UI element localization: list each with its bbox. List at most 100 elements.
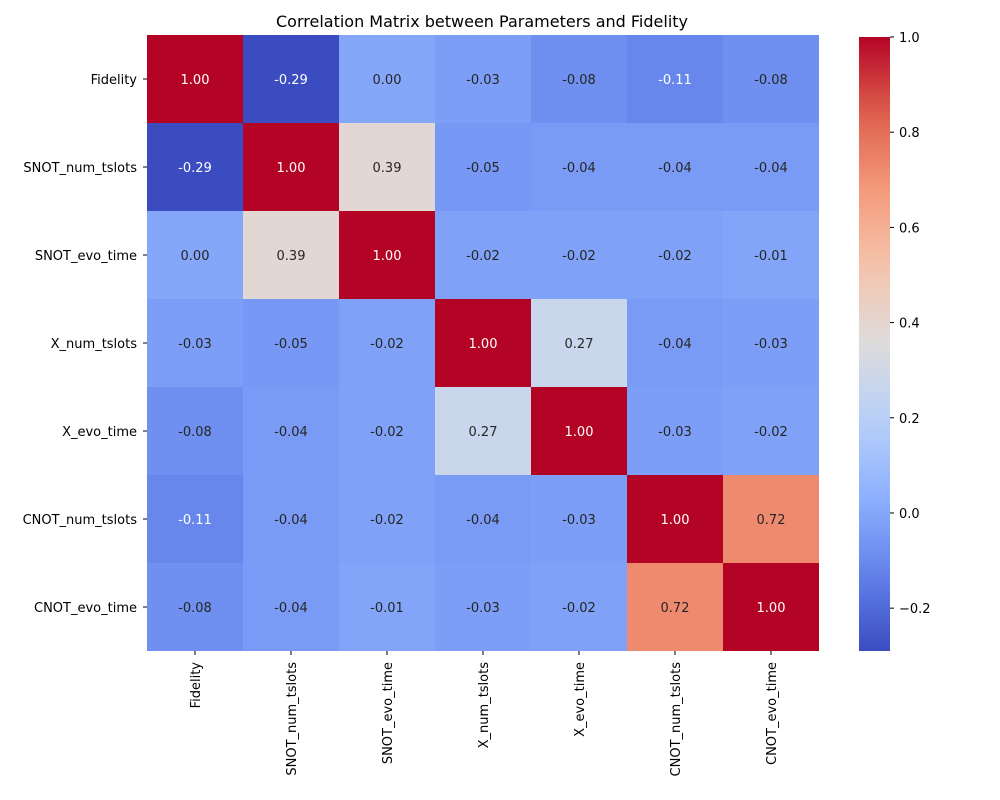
y-tick-label: CNOT_num_tslots (23, 513, 138, 528)
chart-title: Correlation Matrix between Parameters an… (276, 12, 688, 31)
cell-value-label: 1.00 (277, 161, 306, 176)
heatmap-cell (627, 299, 723, 387)
colorbar-tick-label: 0.8 (899, 126, 920, 141)
cell-value-label: -0.02 (754, 425, 788, 440)
heatmap-cell (147, 211, 243, 299)
colorbar: −0.2 0.0 0.2 0.4 0.6 0.8 1.0 (859, 31, 931, 651)
cell-value-label: 0.39 (277, 249, 306, 264)
heatmap-cell (243, 475, 339, 563)
heatmap-cell (339, 35, 435, 123)
cell-value-label: -0.03 (562, 513, 596, 528)
heatmap-cell (339, 387, 435, 475)
heatmap-cell (723, 299, 819, 387)
cell-value-label: -0.03 (466, 601, 500, 616)
cell-value-label: 0.00 (373, 73, 402, 88)
heatmap-cell (147, 35, 243, 123)
y-axis-tick-labels: Fidelity SNOT_num_tslots SNOT_evo_time X_nu… (23, 73, 147, 616)
heatmap-cell (435, 35, 531, 123)
heatmap-cell (147, 563, 243, 651)
x-tick-label: SNOT_num_tslots (285, 662, 300, 776)
heatmap-cell (435, 299, 531, 387)
heatmap-cell (627, 475, 723, 563)
cell-value-label: -0.02 (466, 249, 500, 264)
cell-value-label: 1.00 (565, 425, 594, 440)
cell-value-label: 0.72 (661, 601, 690, 616)
cell-value-label: -0.03 (178, 337, 212, 352)
cell-value-label: 1.00 (469, 337, 498, 352)
heatmap-cell (627, 387, 723, 475)
heatmap-cell (627, 211, 723, 299)
cell-value-label: -0.04 (754, 161, 788, 176)
heatmap-cell (627, 123, 723, 211)
y-tick-label: Fidelity (91, 73, 138, 88)
colorbar-tick-label: 0.4 (899, 317, 920, 332)
cell-value-label: -0.02 (370, 425, 404, 440)
colorbar-tick-label: 1.0 (899, 31, 920, 46)
cell-value-label: -0.08 (178, 425, 212, 440)
cell-value-label: -0.29 (178, 161, 212, 176)
heatmap-cell (723, 563, 819, 651)
cell-value-label: -0.11 (178, 513, 212, 528)
heatmap-cell (435, 211, 531, 299)
heatmap-cell (147, 299, 243, 387)
y-tick-label: SNOT_evo_time (35, 249, 137, 264)
cell-value-label: -0.03 (466, 73, 500, 88)
x-tick-label: Fidelity (189, 662, 204, 709)
y-tick-label: CNOT_evo_time (34, 601, 137, 616)
heatmap-cell (531, 563, 627, 651)
colorbar-tick-label: 0.6 (899, 221, 920, 236)
heatmap-cell (339, 475, 435, 563)
colorbar-tick-label: 0.2 (899, 412, 920, 427)
cell-value-label: -0.04 (562, 161, 596, 176)
heatmap-cells: 1.00 -0.29 0.00 -0.03 -0.08 -0.11 -0.08 -0.29 1.… (147, 35, 819, 651)
heatmap-cell (627, 563, 723, 651)
cell-value-label: -0.02 (370, 337, 404, 352)
cell-value-label: -0.02 (370, 513, 404, 528)
colorbar-tick-label: −0.2 (899, 602, 931, 617)
heatmap-cell (243, 35, 339, 123)
heatmap-cell (531, 299, 627, 387)
cell-value-label: 1.00 (373, 249, 402, 264)
heatmap-cell (243, 299, 339, 387)
cell-value-label: -0.29 (274, 73, 308, 88)
x-tick-label: X_evo_time (573, 662, 588, 737)
heatmap-cell (147, 387, 243, 475)
heatmap-cell (243, 211, 339, 299)
cell-value-label: -0.04 (658, 337, 692, 352)
heatmap-cell (339, 211, 435, 299)
cell-value-label: -0.08 (754, 73, 788, 88)
cell-value-label: -0.11 (658, 73, 692, 88)
cell-value-label: -0.08 (178, 601, 212, 616)
cell-value-label: -0.04 (658, 161, 692, 176)
heatmap-cell (531, 211, 627, 299)
cell-value-label: -0.08 (562, 73, 596, 88)
x-tick-label: X_num_tslots (477, 662, 492, 749)
cell-value-label: 0.27 (565, 337, 594, 352)
cell-value-label: 0.27 (469, 425, 498, 440)
cell-value-label: -0.04 (466, 513, 500, 528)
cell-value-label: 0.39 (373, 161, 402, 176)
x-tick-label: SNOT_evo_time (381, 662, 396, 764)
x-axis-tick-labels: Fidelity SNOT_num_tslots SNOT_evo_time X_nu… (189, 651, 780, 776)
heatmap-cell (243, 563, 339, 651)
heatmap-cell (723, 35, 819, 123)
cell-value-label: 0.72 (757, 513, 786, 528)
heatmap-cell (243, 123, 339, 211)
cell-value-label: 1.00 (661, 513, 690, 528)
heatmap-cell (339, 563, 435, 651)
heatmap-cell (531, 387, 627, 475)
heatmap-cell (531, 475, 627, 563)
heatmap-cell (723, 475, 819, 563)
heatmap-cell (147, 475, 243, 563)
cell-value-label: 1.00 (181, 73, 210, 88)
y-tick-label: X_num_tslots (51, 337, 138, 352)
x-tick-label: CNOT_evo_time (765, 662, 780, 765)
heatmap-cell (435, 123, 531, 211)
cell-value-label: 1.00 (757, 601, 786, 616)
heatmap-cell (339, 299, 435, 387)
cell-value-label: -0.01 (754, 249, 788, 264)
heatmap-cell (531, 123, 627, 211)
heatmap-cell (435, 563, 531, 651)
cell-value-label: -0.05 (274, 337, 308, 352)
